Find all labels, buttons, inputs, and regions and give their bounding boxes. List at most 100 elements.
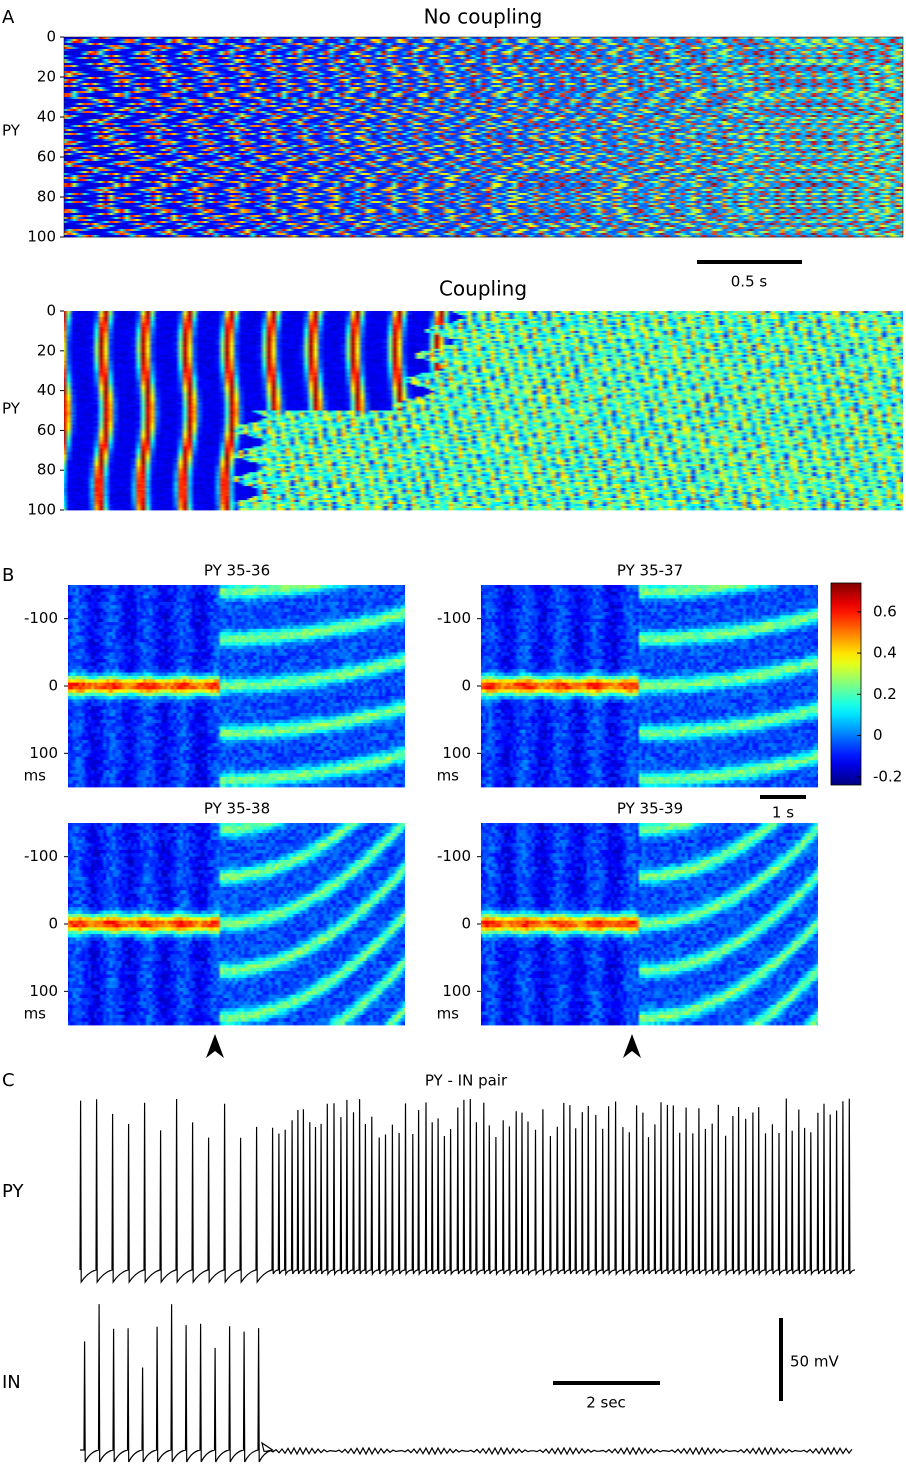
heatmap-row: [481, 931, 818, 935]
y-tick-label: 40: [37, 108, 56, 126]
heatmap-row: [68, 774, 405, 778]
heatmap-row: [68, 877, 405, 881]
heatmap-row: [481, 887, 818, 891]
heatmap-row: [481, 642, 818, 646]
heatmap-row: [68, 954, 405, 958]
heatmap-row: [68, 1005, 405, 1009]
heatmap-row: [481, 971, 818, 975]
heatmap-row: [68, 1015, 405, 1019]
heatmap-row: [68, 995, 405, 999]
heatmap-row: [68, 636, 405, 640]
heatmap-row: [481, 652, 818, 656]
heatmap-row: [481, 588, 818, 592]
heatmap-row: [481, 914, 818, 918]
heatmap-row: [68, 602, 405, 606]
heatmap-row: [481, 632, 818, 636]
heatmap-row: [68, 1012, 405, 1016]
heatmap-row: [481, 857, 818, 861]
heatmap-row: [68, 894, 405, 898]
heatmap-row: [68, 713, 405, 717]
heatmap-row: [481, 683, 818, 687]
heatmap-row: [481, 867, 818, 871]
y-tick-label: 20: [37, 68, 56, 86]
heatmap-row: [481, 1008, 818, 1012]
heatmap-row: [68, 723, 405, 727]
heatmap-row: [481, 753, 818, 757]
heatmap-row: [68, 1018, 405, 1022]
heatmap-row: [481, 622, 818, 626]
heatmap-row: [68, 619, 405, 623]
heatmap-row: [481, 699, 818, 703]
heatmap-row: [68, 750, 405, 754]
heatmap-row: [481, 833, 818, 837]
heatmap-row: [481, 897, 818, 901]
heatmap-row: [68, 693, 405, 697]
heatmap-row: [68, 598, 405, 602]
arrow: [206, 1034, 224, 1058]
heatmap-row: [68, 595, 405, 599]
y-tick-label: 100: [29, 982, 58, 1000]
heatmap-row: [481, 710, 818, 714]
heatmap-row: [68, 777, 405, 781]
heatmap-row: [68, 981, 405, 985]
heatmap-row: [68, 964, 405, 968]
heatmap-row: [68, 730, 405, 734]
heatmap-row: [481, 747, 818, 751]
heatmap-row: [68, 830, 405, 834]
heatmap-row: [481, 730, 818, 734]
trace-py: [80, 1099, 855, 1283]
heatmap-row: [481, 840, 818, 844]
heatmap-row: [481, 1022, 818, 1026]
chart-title: PY 35-39: [617, 800, 683, 818]
heatmap-row: [481, 689, 818, 693]
heatmap-row: [68, 1022, 405, 1026]
heatmap-row: [481, 679, 818, 683]
heatmap-row: [481, 991, 818, 995]
heatmap-row: [481, 615, 818, 619]
colorbar-tick-label: -0.2: [873, 767, 902, 785]
heatmap-row: [68, 689, 405, 693]
heatmap-row: [68, 646, 405, 650]
heatmap-row: [68, 743, 405, 747]
heatmap-row: [481, 823, 818, 827]
heatmap-row: [481, 639, 818, 643]
y-tick-label: 0: [461, 915, 471, 933]
heatmap-row: [481, 964, 818, 968]
heatmap-row: [481, 669, 818, 673]
heatmap-row: [481, 978, 818, 982]
y-tick-label: 0: [46, 302, 56, 320]
heatmap-row: [68, 780, 405, 784]
heatmap-row: [481, 1018, 818, 1022]
heatmap-row: [68, 991, 405, 995]
y-tick-label: 100: [442, 744, 471, 762]
heatmap-row: [481, 716, 818, 720]
heatmap-row: [68, 625, 405, 629]
heatmap-row: [68, 666, 405, 670]
heatmap-row: [68, 836, 405, 840]
heatmap-row: [68, 884, 405, 888]
heatmap-row: [68, 985, 405, 989]
scale-bar-label: 2 sec: [586, 1394, 626, 1412]
heatmap-row: [481, 609, 818, 613]
heatmap-row: [481, 619, 818, 623]
heatmap-row: [68, 652, 405, 656]
heatmap-row: [481, 954, 818, 958]
heatmap-row: [481, 703, 818, 707]
heatmap-row: [68, 588, 405, 592]
chart-title: PY 35-37: [617, 562, 683, 580]
heatmap-row: [481, 924, 818, 928]
heatmap-row: [481, 874, 818, 878]
heatmap-row: [68, 605, 405, 609]
heatmap-row: [68, 826, 405, 830]
heatmap-row: [481, 743, 818, 747]
heatmap-row: [481, 760, 818, 764]
heatmap-row: [481, 850, 818, 854]
heatmap-row: [68, 931, 405, 935]
heatmap-row: [68, 699, 405, 703]
heatmap-row: [481, 961, 818, 965]
heatmap-row: [68, 944, 405, 948]
y-tick-label: 0: [48, 915, 58, 933]
heatmap-row: [481, 968, 818, 972]
heatmap-row: [481, 774, 818, 778]
